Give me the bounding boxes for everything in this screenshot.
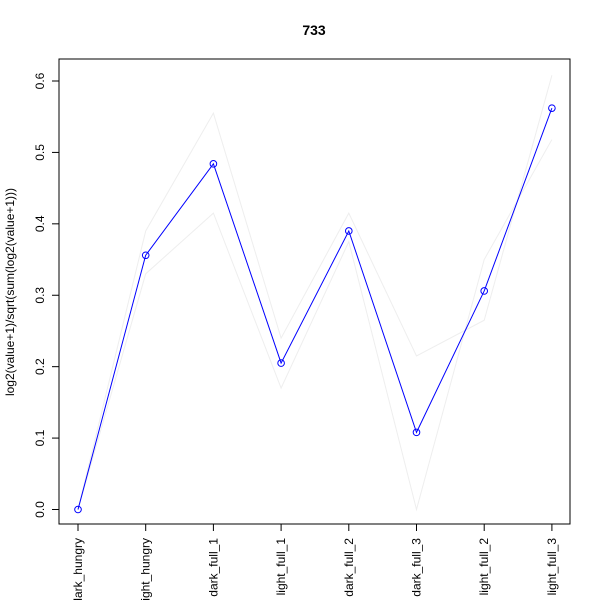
x-tick-label: light_full_3 [545, 538, 559, 596]
x-tick-label: dark_hungry [71, 538, 85, 600]
x-axis: dark_hungry light_hungry dark_full_1 light_… [71, 523, 559, 600]
series-line-1 [77, 107, 553, 510]
data-point [480, 287, 489, 295]
chart-title: 733 [302, 22, 326, 38]
y-tick-label: 0.4 [33, 215, 47, 232]
data-point [209, 160, 218, 168]
series-line-3 [77, 139, 553, 512]
series-line-2 [77, 75, 553, 510]
series-layer [74, 75, 556, 514]
data-point [277, 359, 285, 367]
x-tick-label: light_full_2 [477, 538, 491, 596]
data-point [141, 251, 150, 260]
y-tick-label: 0.3 [33, 287, 47, 304]
x-tick-label: dark_full_3 [410, 538, 424, 597]
x-tick-label: light_hungry [139, 538, 153, 600]
x-tick-label: dark_full_2 [342, 538, 356, 597]
data-point [345, 227, 353, 235]
data-point [74, 505, 82, 514]
y-tick-label: 0.5 [33, 144, 47, 161]
y-tick-label: 0.6 [33, 72, 47, 89]
y-axis-label: log2(value+1)/sqrt(sum(log2(value+1))) [3, 188, 17, 396]
x-tick-label: dark_full_1 [206, 538, 220, 597]
data-point [548, 104, 556, 112]
x-tick-label: light_full_1 [274, 538, 288, 596]
y-tick-label: 0.2 [33, 358, 47, 375]
data-point [412, 428, 421, 437]
y-tick-label: 0.0 [33, 501, 47, 518]
y-tick-label: 0.1 [33, 429, 47, 446]
y-axis: 0.0 0.1 0.2 0.3 0.4 0.5 0.6 [33, 72, 60, 518]
